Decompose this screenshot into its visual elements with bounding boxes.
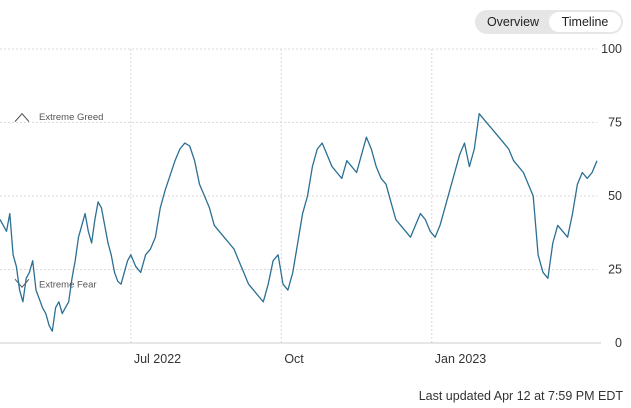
x-tick-label: Jan 2023 (435, 352, 486, 366)
y-tick-label: 75 (608, 116, 622, 130)
chart-axes: 0 25 50 75 100 Jul 2022 Oct Jan 2023 (0, 42, 622, 366)
view-toggle: Overview Timeline (475, 10, 623, 34)
chart-grid (0, 48, 597, 343)
y-tick-label: 100 (601, 42, 622, 56)
series-line (0, 113, 598, 332)
triangle-down-outline-icon (14, 278, 30, 288)
tab-overview[interactable]: Overview (477, 12, 549, 32)
triangle-up-outline-icon (14, 112, 30, 122)
tab-timeline[interactable]: Timeline (549, 12, 621, 32)
chart-annotations: Extreme Greed Extreme Fear (14, 112, 103, 291)
x-tick-label: Oct (284, 352, 304, 366)
last-updated-text: Last updated Apr 12 at 7:59 PM EDT (418, 389, 623, 403)
y-tick-label: 0 (615, 336, 622, 350)
y-tick-label: 25 (608, 263, 622, 277)
annotation-extreme-greed: Extreme Greed (39, 112, 103, 123)
chart-series (0, 113, 598, 332)
annotation-extreme-fear: Extreme Fear (39, 280, 97, 291)
x-tick-label: Jul 2022 (134, 352, 181, 366)
y-tick-label: 50 (608, 189, 622, 203)
